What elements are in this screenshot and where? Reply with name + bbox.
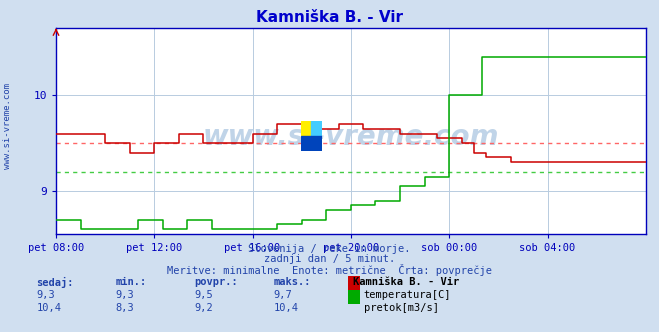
Text: pretok[m3/s]: pretok[m3/s] [364,303,439,313]
Text: 8,3: 8,3 [115,303,134,313]
Text: min.:: min.: [115,277,146,287]
Text: 9,3: 9,3 [115,290,134,299]
Text: 10,4: 10,4 [36,303,61,313]
Text: Slovenija / reke in morje.: Slovenija / reke in morje. [248,244,411,254]
Text: maks.:: maks.: [273,277,311,287]
Text: povpr.:: povpr.: [194,277,238,287]
Text: Meritve: minimalne  Enote: metrične  Črta: povprečje: Meritve: minimalne Enote: metrične Črta:… [167,264,492,276]
Text: Kamniška B. - Vir: Kamniška B. - Vir [353,277,459,287]
Text: temperatura[C]: temperatura[C] [364,290,451,299]
Bar [301,136,311,151]
Text: sedaj:: sedaj: [36,277,74,288]
Text: 9,7: 9,7 [273,290,292,299]
Text: www.si-vreme.com: www.si-vreme.com [3,83,13,169]
Text: 9,3: 9,3 [36,290,55,299]
Text: Kamniška B. - Vir: Kamniška B. - Vir [256,10,403,25]
Text: 9,5: 9,5 [194,290,213,299]
Bar [311,121,322,136]
Text: zadnji dan / 5 minut.: zadnji dan / 5 minut. [264,254,395,264]
Bar [301,121,311,136]
Text: 9,2: 9,2 [194,303,213,313]
Bar [311,136,322,151]
Text: 10,4: 10,4 [273,303,299,313]
Text: www.si-vreme.com: www.si-vreme.com [203,123,499,151]
